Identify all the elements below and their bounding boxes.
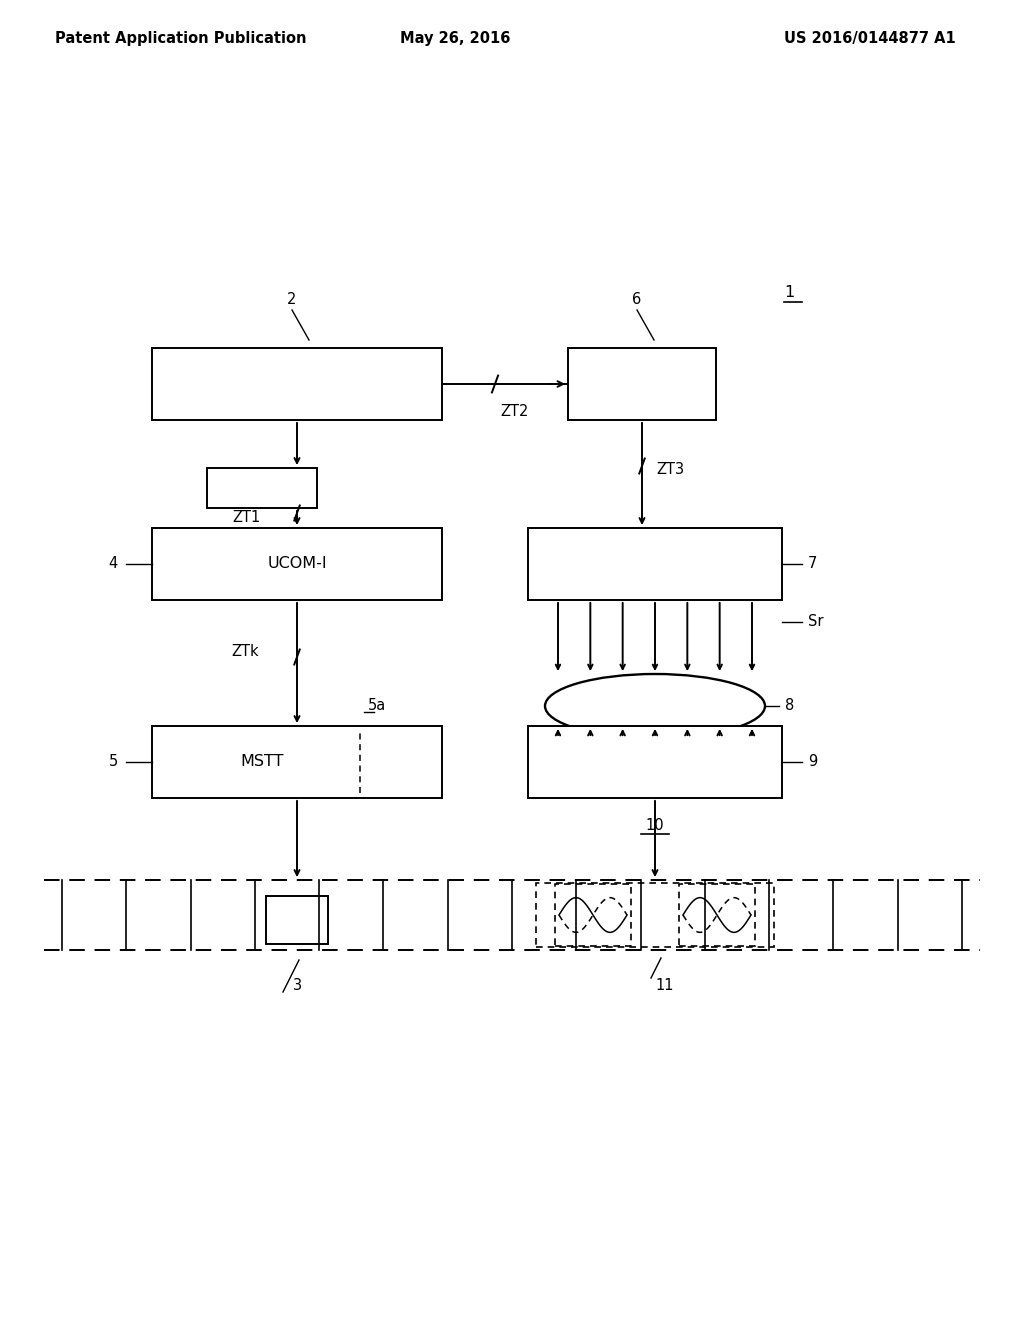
Text: 8: 8: [785, 698, 795, 714]
Text: Sr: Sr: [808, 615, 823, 630]
Text: ZT1: ZT1: [232, 511, 261, 525]
FancyBboxPatch shape: [266, 896, 328, 944]
Text: 11: 11: [655, 978, 674, 994]
FancyBboxPatch shape: [528, 726, 782, 799]
Text: 6: 6: [633, 293, 642, 308]
Text: 3: 3: [293, 978, 301, 994]
Text: US 2016/0144877 A1: US 2016/0144877 A1: [784, 30, 955, 45]
Text: ZTk: ZTk: [231, 644, 259, 659]
Text: ZT2: ZT2: [500, 404, 528, 420]
Text: May 26, 2016: May 26, 2016: [399, 30, 510, 45]
Text: 5: 5: [109, 755, 118, 770]
Text: MSTT: MSTT: [241, 755, 284, 770]
Text: 5a: 5a: [368, 698, 386, 714]
FancyBboxPatch shape: [152, 348, 442, 420]
Ellipse shape: [545, 675, 765, 738]
FancyBboxPatch shape: [207, 469, 317, 508]
FancyBboxPatch shape: [152, 528, 442, 601]
Text: 9: 9: [808, 755, 817, 770]
Text: 10: 10: [646, 818, 665, 833]
Text: Patent Application Publication: Patent Application Publication: [55, 30, 306, 45]
FancyBboxPatch shape: [568, 348, 716, 420]
Text: 2: 2: [288, 293, 297, 308]
Text: 7: 7: [808, 557, 817, 572]
FancyBboxPatch shape: [152, 726, 442, 799]
Text: 4: 4: [109, 557, 118, 572]
Text: ZT3: ZT3: [656, 462, 684, 477]
Text: 1: 1: [784, 285, 795, 300]
FancyBboxPatch shape: [555, 884, 631, 946]
FancyBboxPatch shape: [679, 884, 755, 946]
Text: UCOM-I: UCOM-I: [267, 557, 327, 572]
FancyBboxPatch shape: [528, 528, 782, 601]
